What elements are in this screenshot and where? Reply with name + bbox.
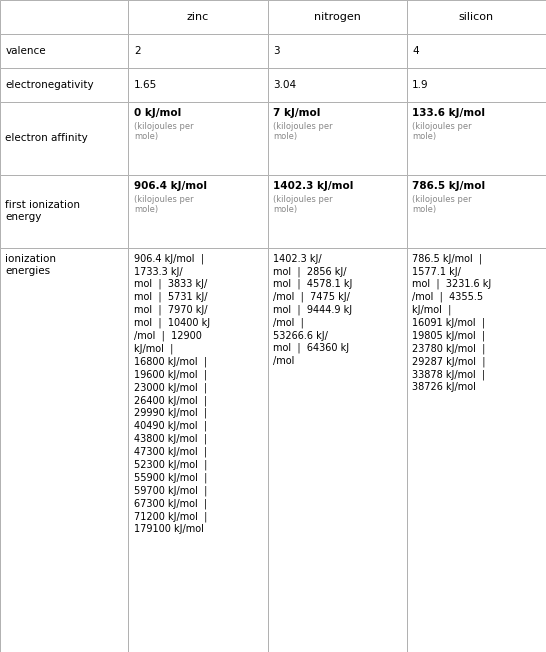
Bar <box>0 0 128 34</box>
Text: (kilojoules per
mole): (kilojoules per mole) <box>273 122 333 141</box>
Bar <box>407 0 546 34</box>
Text: 3.04: 3.04 <box>273 80 296 90</box>
Bar <box>268 0 407 34</box>
Text: electron affinity: electron affinity <box>5 133 88 143</box>
Bar <box>268 248 407 652</box>
Text: 786.5 kJ/mol: 786.5 kJ/mol <box>412 181 485 190</box>
Text: nitrogen: nitrogen <box>314 12 360 22</box>
Bar <box>407 248 546 652</box>
Bar <box>128 0 268 34</box>
Bar <box>0 34 128 68</box>
Text: (kilojoules per
mole): (kilojoules per mole) <box>412 122 472 141</box>
Bar <box>407 102 546 175</box>
Text: electronegativity: electronegativity <box>5 80 94 90</box>
Text: 2: 2 <box>134 46 140 56</box>
Bar <box>268 34 407 68</box>
Text: zinc: zinc <box>187 12 209 22</box>
Text: 786.5 kJ/mol  |
1577.1 kJ/
mol  |  3231.6 kJ
/mol  |  4355.5
kJ/mol  |
16091 kJ/: 786.5 kJ/mol | 1577.1 kJ/ mol | 3231.6 k… <box>412 254 491 392</box>
Bar <box>128 175 268 248</box>
Text: 1402.3 kJ/mol: 1402.3 kJ/mol <box>273 181 353 190</box>
Bar <box>128 102 268 175</box>
Text: 3: 3 <box>273 46 280 56</box>
Text: (kilojoules per
mole): (kilojoules per mole) <box>134 195 193 215</box>
Bar <box>268 175 407 248</box>
Text: 7 kJ/mol: 7 kJ/mol <box>273 108 321 117</box>
Text: ionization
energies: ionization energies <box>5 254 56 276</box>
Bar <box>407 68 546 102</box>
Bar <box>0 102 128 175</box>
Bar <box>128 68 268 102</box>
Bar <box>268 68 407 102</box>
Text: 0 kJ/mol: 0 kJ/mol <box>134 108 181 117</box>
Text: 133.6 kJ/mol: 133.6 kJ/mol <box>412 108 485 117</box>
Text: first ionization
energy: first ionization energy <box>5 200 80 222</box>
Text: 906.4 kJ/mol: 906.4 kJ/mol <box>134 181 207 190</box>
Text: 906.4 kJ/mol  |
1733.3 kJ/
mol  |  3833 kJ/
mol  |  5731 kJ/
mol  |  7970 kJ/
mo: 906.4 kJ/mol | 1733.3 kJ/ mol | 3833 kJ/… <box>134 254 210 534</box>
Text: silicon: silicon <box>459 12 494 22</box>
Bar <box>407 34 546 68</box>
Text: 1.65: 1.65 <box>134 80 157 90</box>
Bar <box>268 102 407 175</box>
Bar <box>0 248 128 652</box>
Bar <box>0 68 128 102</box>
Bar <box>0 175 128 248</box>
Text: valence: valence <box>5 46 46 56</box>
Text: (kilojoules per
mole): (kilojoules per mole) <box>134 122 193 141</box>
Bar <box>407 175 546 248</box>
Text: 1402.3 kJ/
mol  |  2856 kJ/
mol  |  4578.1 kJ
/mol  |  7475 kJ/
mol  |  9444.9 k: 1402.3 kJ/ mol | 2856 kJ/ mol | 4578.1 k… <box>273 254 352 366</box>
Text: (kilojoules per
mole): (kilojoules per mole) <box>412 195 472 215</box>
Text: (kilojoules per
mole): (kilojoules per mole) <box>273 195 333 215</box>
Text: 4: 4 <box>412 46 419 56</box>
Bar <box>128 248 268 652</box>
Text: 1.9: 1.9 <box>412 80 429 90</box>
Bar <box>128 34 268 68</box>
